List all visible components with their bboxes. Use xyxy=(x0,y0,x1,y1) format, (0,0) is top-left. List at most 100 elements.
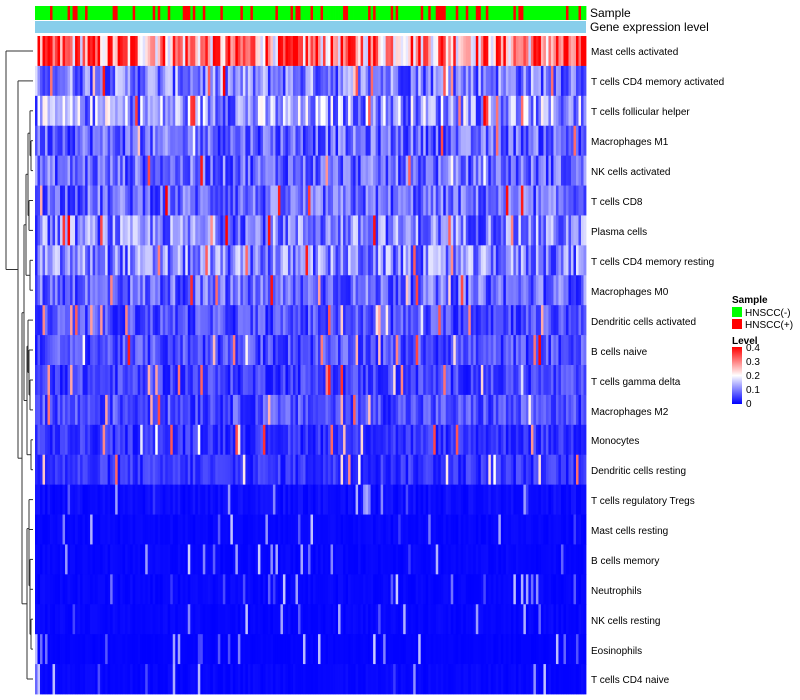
heatmap-cell xyxy=(428,155,432,186)
heatmap-cell xyxy=(165,454,169,486)
heatmap-cell xyxy=(37,245,41,276)
heatmap-cell xyxy=(275,155,279,186)
heatmap-cell xyxy=(182,275,186,306)
heatmap-cell xyxy=(478,215,482,246)
heatmap-cell xyxy=(558,634,562,665)
heatmap-cell xyxy=(530,365,534,396)
heatmap-cell xyxy=(37,484,41,515)
heatmap-cell xyxy=(320,36,324,67)
heatmap-cell xyxy=(285,36,289,67)
heatmap-cell xyxy=(110,544,114,575)
heatmap-cell xyxy=(363,36,366,67)
heatmap-cell xyxy=(55,65,58,97)
heatmap-cell xyxy=(132,245,136,276)
heatmap-cell xyxy=(247,215,251,246)
heatmap-cell xyxy=(490,185,494,216)
sample-annotation-cell xyxy=(308,6,311,20)
heatmap-cell xyxy=(90,604,93,635)
heatmap-cell xyxy=(65,65,68,97)
heatmap-cell xyxy=(575,245,579,276)
heatmap-cell xyxy=(348,604,351,635)
heatmap-cell xyxy=(533,544,537,575)
heatmap-cell xyxy=(478,544,482,575)
heatmap-cell xyxy=(553,95,557,127)
heatmap-cell xyxy=(70,36,73,67)
heatmap-cell xyxy=(40,125,43,157)
heatmap-cell xyxy=(515,95,519,127)
heatmap-cell xyxy=(538,634,542,665)
heatmap-cell xyxy=(110,125,114,157)
heatmap-cell xyxy=(488,365,492,396)
heatmap-cell xyxy=(162,454,166,486)
heatmap-cell xyxy=(70,185,73,216)
heatmap-cell xyxy=(370,604,374,635)
heatmap-cell xyxy=(255,604,259,635)
heatmap-cell xyxy=(242,335,246,366)
heatmap-cell xyxy=(192,215,196,246)
heatmap-cell xyxy=(250,245,254,276)
heatmap-cell xyxy=(488,36,492,67)
heatmap-cell xyxy=(410,514,414,545)
heatmap-cell xyxy=(350,604,354,635)
heatmap-cell xyxy=(553,574,557,605)
heatmap-cell xyxy=(285,245,289,276)
heatmap-cell xyxy=(563,305,567,336)
sample-annotation-cell xyxy=(515,6,519,20)
heatmap-cell xyxy=(62,664,66,695)
heatmap-cell xyxy=(475,185,479,216)
heatmap-cell xyxy=(235,335,239,366)
sample-annotation-cell xyxy=(433,6,437,20)
heatmap-cell xyxy=(52,544,56,575)
sample-annotation-cell xyxy=(513,6,517,20)
heatmap-cell xyxy=(328,95,331,127)
heatmap-cell xyxy=(132,335,136,366)
heatmap-cell xyxy=(540,454,544,486)
heatmap-cell xyxy=(365,544,369,575)
heatmap-cell xyxy=(410,95,414,127)
heatmap-cell xyxy=(177,65,181,97)
heatmap-cell xyxy=(338,155,341,186)
heatmap-cell xyxy=(360,634,364,665)
heatmap-cell xyxy=(237,275,241,306)
heatmap-cell xyxy=(202,634,206,665)
heatmap-cell xyxy=(568,574,572,605)
heatmap-cell xyxy=(325,604,329,635)
heatmap-cell xyxy=(375,125,379,157)
heatmap-cell xyxy=(503,185,507,216)
heatmap-cell xyxy=(463,365,467,396)
heatmap-cell xyxy=(202,484,206,515)
heatmap-cell xyxy=(200,185,204,216)
heatmap-cell xyxy=(373,65,377,97)
heatmap-cell xyxy=(425,245,429,276)
heatmap-cell xyxy=(217,484,221,515)
heatmap-cell xyxy=(237,36,241,67)
heatmap-cell xyxy=(415,125,419,157)
heatmap-cell xyxy=(155,305,159,336)
heatmap-cell xyxy=(207,245,211,276)
heatmap-cell xyxy=(210,544,214,575)
heatmap-cell xyxy=(345,634,349,665)
heatmap-cell xyxy=(540,95,544,127)
heatmap-cell xyxy=(262,454,266,486)
heatmap-cell xyxy=(375,185,379,216)
heatmap-cell xyxy=(260,245,264,276)
heatmap-cell xyxy=(548,574,552,605)
heatmap-cell xyxy=(308,424,311,456)
heatmap-cell xyxy=(207,155,211,186)
heatmap-cell xyxy=(207,394,211,426)
heatmap-cell xyxy=(252,365,256,396)
heatmap-cell xyxy=(440,65,444,97)
heatmap-cell xyxy=(358,185,361,216)
heatmap-cell xyxy=(297,185,301,216)
heatmap-cell xyxy=(232,424,236,456)
heatmap-cell xyxy=(285,125,289,157)
heatmap-cell xyxy=(167,394,171,426)
heatmap-cell xyxy=(533,305,537,336)
heatmap-cell xyxy=(393,424,397,456)
heatmap-cell xyxy=(277,394,281,426)
heatmap-cell xyxy=(37,454,41,486)
heatmap-cell xyxy=(415,514,419,545)
heatmap-cell xyxy=(538,514,542,545)
heatmap-cell xyxy=(212,634,216,665)
heatmap-cell xyxy=(345,484,349,515)
